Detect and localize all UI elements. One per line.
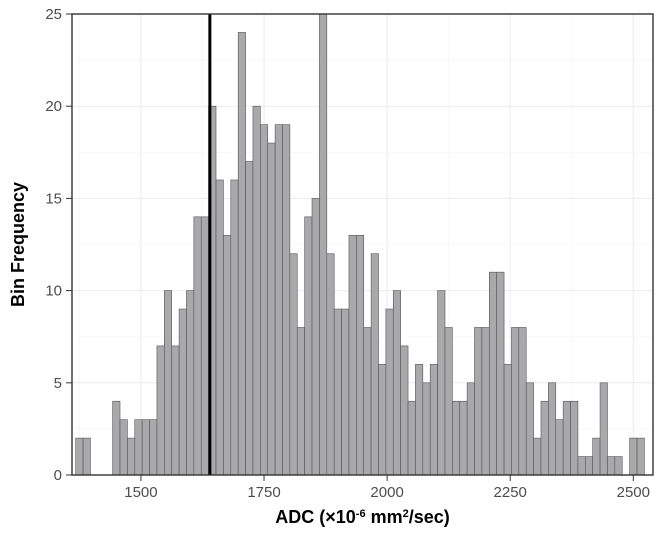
histogram-bar	[415, 364, 422, 475]
histogram-bar	[467, 383, 474, 475]
histogram-bar	[475, 327, 482, 475]
histogram-bar	[615, 457, 622, 475]
histogram-bar	[216, 180, 223, 475]
histogram-bar	[556, 420, 563, 475]
histogram-bar	[585, 457, 592, 475]
histogram-bar	[142, 420, 149, 475]
histogram-bar	[312, 198, 319, 475]
histogram-bar	[172, 346, 179, 475]
x-tick-label: 1750	[247, 484, 280, 501]
x-tick-label: 2500	[617, 484, 650, 501]
histogram-bar	[305, 217, 312, 475]
histogram-bar	[238, 32, 245, 475]
histogram-bar	[637, 438, 644, 475]
histogram-bar	[223, 235, 230, 475]
histogram-bar	[519, 327, 526, 475]
histogram-bar	[334, 309, 341, 475]
histogram-bar	[460, 401, 467, 475]
histogram-bar	[438, 291, 445, 475]
histogram-bar	[194, 217, 201, 475]
y-tick-label: 5	[54, 375, 62, 392]
histogram-bar	[379, 364, 386, 475]
histogram-bar	[408, 401, 415, 475]
histogram-bar	[482, 327, 489, 475]
histogram-bar	[630, 438, 637, 475]
histogram-bar	[600, 383, 607, 475]
x-tick-label: 2000	[370, 484, 403, 501]
histogram-bar	[548, 383, 555, 475]
y-tick-label: 25	[45, 6, 62, 23]
y-axis-title: Bin Frequency	[8, 182, 28, 307]
histogram-bar	[327, 254, 334, 475]
histogram-bar	[268, 143, 275, 475]
histogram-bar	[489, 272, 496, 475]
histogram-bar	[364, 327, 371, 475]
y-tick-label: 10	[45, 283, 62, 300]
histogram-bar	[423, 383, 430, 475]
histogram-bar	[504, 364, 511, 475]
histogram-bar	[342, 309, 349, 475]
histogram-bar	[246, 162, 253, 475]
histogram-bar	[275, 125, 282, 475]
x-axis-title: ADC (×10-6 mm2/sec)	[275, 507, 450, 527]
histogram-bar	[393, 291, 400, 475]
histogram-bar	[113, 401, 120, 475]
histogram-bar	[356, 235, 363, 475]
histogram-bar	[563, 401, 570, 475]
histogram-bar	[430, 364, 437, 475]
histogram-bar	[607, 457, 614, 475]
histogram-bar	[83, 438, 90, 475]
x-tick-label: 2250	[494, 484, 527, 501]
histogram-bar	[349, 235, 356, 475]
histogram-bar	[179, 309, 186, 475]
histogram-bar	[253, 106, 260, 475]
histogram-chart: 1500 1750 2000 2250 2500 0 5 10 15 20 25 ADC (×10-6…	[0, 0, 671, 545]
histogram-bar	[150, 420, 157, 475]
histogram-bar	[186, 291, 193, 475]
histogram-bar	[297, 327, 304, 475]
histogram-bar	[319, 14, 326, 475]
histogram-bar	[452, 401, 459, 475]
histogram-bar	[201, 217, 208, 475]
histogram-bar	[534, 438, 541, 475]
histogram-bar	[511, 327, 518, 475]
histogram-bar	[541, 401, 548, 475]
histogram-bar	[120, 420, 127, 475]
y-tick-label: 15	[45, 190, 62, 207]
y-tick-label: 20	[45, 98, 62, 115]
histogram-bar	[401, 346, 408, 475]
histogram-bar	[76, 438, 83, 475]
histogram-bar	[127, 438, 134, 475]
histogram-bar	[231, 180, 238, 475]
histogram-bar	[593, 438, 600, 475]
histogram-bar	[386, 309, 393, 475]
chart-svg: 1500 1750 2000 2250 2500 0 5 10 15 20 25 ADC (×10-6…	[0, 0, 671, 545]
histogram-bar	[445, 327, 452, 475]
histogram-bar	[497, 272, 504, 475]
histogram-bar	[290, 254, 297, 475]
y-tick-label: 0	[54, 467, 62, 484]
histogram-bar	[260, 125, 267, 475]
histogram-bar	[164, 291, 171, 475]
histogram-bar	[371, 254, 378, 475]
x-tick-label: 1500	[124, 484, 157, 501]
histogram-bar	[526, 383, 533, 475]
histogram-bar	[157, 346, 164, 475]
histogram-bar	[578, 457, 585, 475]
histogram-bar	[571, 401, 578, 475]
histogram-bar	[282, 125, 289, 475]
histogram-bar	[135, 420, 142, 475]
